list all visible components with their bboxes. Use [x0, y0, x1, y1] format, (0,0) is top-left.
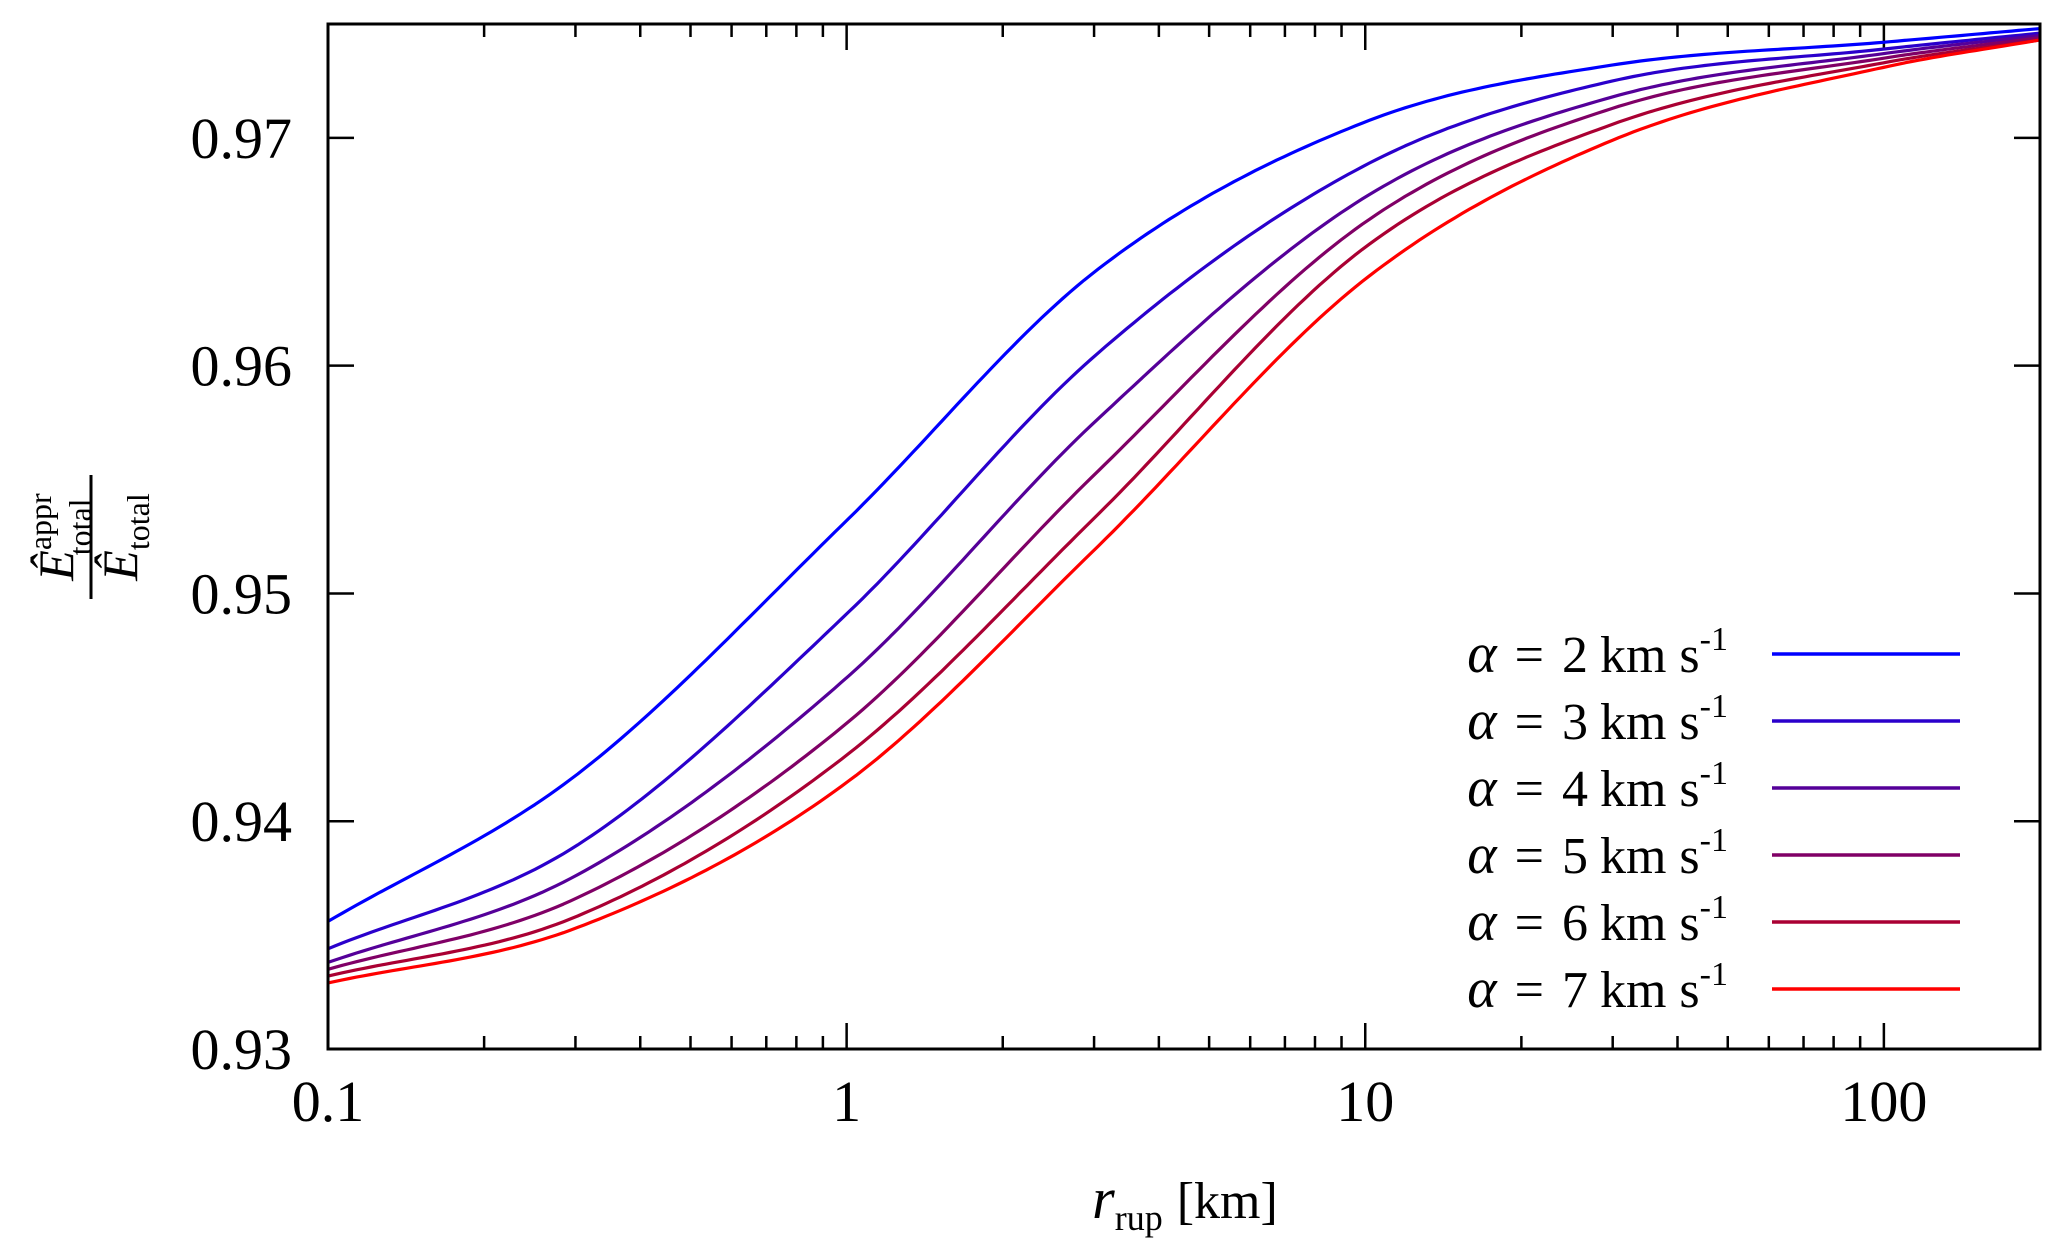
series-line-alpha-5	[327, 36, 2041, 971]
x-tick-label: 10	[1336, 1069, 1394, 1134]
legend-item: α = 7 km s-1	[1467, 956, 1960, 1020]
legend: α = 2 km s-1α = 3 km s-1α = 4 km s-1α = 5 km s-1α = 6 k…	[1467, 621, 1960, 1020]
legend-label: α = 5 km s-1	[1467, 822, 1728, 886]
legend-item: α = 4 km s-1	[1467, 755, 1960, 819]
x-tick-label: 0.1	[292, 1069, 365, 1134]
y-num-sub: total	[62, 498, 98, 555]
x-axis-sub: rup	[1115, 1198, 1163, 1238]
series-line-alpha-3	[327, 31, 2041, 951]
x-axis-var: r	[1092, 1166, 1115, 1231]
y-tick-label: 0.93	[191, 1017, 293, 1082]
legend-item: α = 2 km s-1	[1467, 621, 1960, 685]
x-tick-label: 100	[1840, 1069, 1927, 1134]
series-line-alpha-2	[327, 27, 2041, 923]
y-tick-label: 0.95	[191, 561, 293, 626]
plot-frame	[326, 22, 2042, 1051]
series-line-alpha-4	[327, 33, 2041, 964]
series-line-alpha-6	[327, 38, 2041, 978]
x-axis-unit: [km]	[1177, 1173, 1278, 1230]
legend-label: α = 2 km s-1	[1467, 621, 1728, 685]
y-tick-label: 0.97	[191, 106, 293, 171]
tick-labels: 0.1 1 10 100 0.93 0.94 0.95 0.96 0.97	[191, 106, 1928, 1134]
legend-label: α = 3 km s-1	[1467, 688, 1728, 752]
series-line-alpha-7	[327, 38, 2041, 985]
legend-label: α = 4 km s-1	[1467, 755, 1728, 819]
legend-item: α = 5 km s-1	[1467, 822, 1960, 886]
y-den-sub: total	[120, 493, 156, 550]
series-curves	[327, 27, 2041, 985]
y-axis-title: Êappr total Êtotal	[22, 475, 156, 599]
legend-label: α = 7 km s-1	[1467, 956, 1728, 1020]
x-axis-title: rrup [km]	[1092, 1166, 1278, 1238]
legend-item: α = 3 km s-1	[1467, 688, 1960, 752]
y-den-base: Ê	[92, 550, 148, 582]
axis-ticks	[326, 24, 2042, 1051]
y-axis-denominator: Êtotal	[92, 493, 156, 582]
y-num-sup: appr	[22, 493, 58, 550]
y-tick-label: 0.94	[191, 789, 293, 854]
legend-item: α = 6 km s-1	[1467, 889, 1960, 953]
legend-label: α = 6 km s-1	[1467, 889, 1728, 953]
y-axis-numerator: Êappr total	[22, 493, 98, 582]
x-tick-label: 1	[832, 1069, 861, 1134]
y-num-base: Ê	[28, 550, 84, 582]
y-tick-label: 0.96	[191, 334, 293, 399]
